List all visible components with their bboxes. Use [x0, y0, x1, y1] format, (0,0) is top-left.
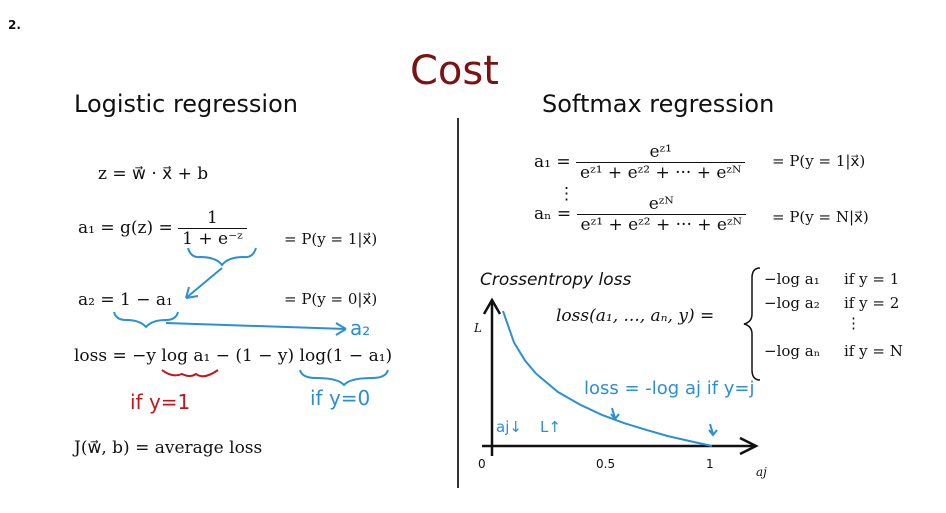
a2-equation: a₂ = 1 − a₁	[78, 290, 173, 310]
case-vdots: ⋮	[846, 314, 861, 332]
a1-logistic-fraction: 1 1 + e⁻ᶻ	[178, 208, 247, 249]
a1-softmax-numerator: eᶻ¹	[576, 142, 746, 163]
case-N-cond: if y = N	[844, 342, 903, 360]
a1-logistic-numerator: 1	[178, 208, 247, 229]
a1-softmax-fraction: eᶻ¹ eᶻ¹ + eᶻ² + ··· + eᶻᴺ	[576, 142, 746, 183]
note-aj-down: aj↓	[496, 418, 522, 436]
note-L-up: L↑	[540, 418, 561, 436]
x-axis-arrowhead	[739, 436, 759, 456]
a1-softmax-lhs: a₁ =	[534, 152, 571, 172]
a1-logistic-denominator: 1 + e⁻ᶻ	[182, 229, 243, 249]
a1-logistic-lhs: a₁ = g(z) =	[78, 218, 173, 238]
note-if-y1: if y=1	[130, 390, 191, 414]
arrow-a2-right	[165, 322, 347, 330]
case-1-cond: if y = 1	[844, 270, 900, 288]
loss-equation: loss = −y log a₁ − (1 − y) log(1 − a₁)	[74, 346, 393, 366]
left-annotations	[113, 247, 389, 387]
slide: Cost Logistic regression z = w⃗ · x⃗ + b…	[38, 40, 920, 490]
x-tick-label-0: 0	[478, 457, 486, 471]
aN-softmax-equation: aₙ = eᶻᴺ eᶻ¹ + eᶻ² + ··· + eᶻᴺ	[534, 194, 746, 235]
a1-logistic-prob: = P(y = 1|x⃗)	[284, 230, 378, 248]
x-tick-labels: 0 0.5 1	[478, 457, 714, 471]
underbrace-log-1-minus-a1	[299, 369, 389, 387]
case-2-cond: if y = 2	[844, 294, 900, 312]
loss-curve	[502, 310, 713, 447]
arrow-to-a2-head	[185, 286, 199, 299]
y-axis-label: L	[473, 321, 482, 335]
cases-brace	[743, 267, 761, 381]
left-heading: Logistic regression	[74, 90, 298, 118]
down-mark-1	[610, 407, 620, 421]
question-number: 2.	[8, 18, 21, 32]
left-brace	[743, 267, 761, 381]
aN-softmax-prob: = P(y = N|x⃗)	[772, 208, 869, 226]
loss-chart: L aj 0 0.5 1	[473, 297, 767, 479]
note-a2: a₂	[350, 316, 371, 340]
note-loss-neg-log: loss = -log aj if y=j	[584, 378, 755, 399]
y-axis-arrowhead	[482, 297, 502, 315]
a1-logistic-equation: a₁ = g(z) = 1 1 + e⁻ᶻ	[78, 208, 247, 249]
x-tick-label-1: 0.5	[596, 457, 615, 471]
softmax-vdots: ⋮	[558, 184, 575, 204]
a1-softmax-prob: = P(y = 1|x⃗)	[772, 152, 866, 170]
aN-softmax-lhs: aₙ =	[534, 204, 572, 224]
loss-function-lhs: loss(a₁, ..., aₙ, y) =	[556, 306, 715, 326]
right-annotations	[610, 407, 718, 437]
a1-softmax-equation: a₁ = eᶻ¹ eᶻ¹ + eᶻ² + ··· + eᶻᴺ	[534, 142, 746, 183]
case-2-expr: −log a₂	[764, 294, 820, 312]
cost-equation: J(w⃗, b) = average loss	[74, 438, 263, 458]
down-mark-2	[708, 423, 718, 437]
a1-softmax-denominator: eᶻ¹ + eᶻ² + ··· + eᶻᴺ	[580, 163, 742, 183]
aN-softmax-fraction: eᶻᴺ eᶻ¹ + eᶻ² + ··· + eᶻᴺ	[576, 194, 746, 235]
x-tick-label-2: 1	[706, 457, 714, 471]
case-N-expr: −log aₙ	[764, 342, 821, 360]
aN-softmax-numerator: eᶻᴺ	[576, 194, 746, 215]
right-heading: Softmax regression	[542, 90, 775, 118]
arrow-a2-right-head	[335, 322, 347, 336]
column-divider	[457, 118, 459, 488]
note-if-y0: if y=0	[310, 386, 371, 410]
a2-prob: = P(y = 0|x⃗)	[284, 290, 378, 308]
underbrace-log-a1	[161, 369, 219, 378]
slide-title: Cost	[410, 48, 499, 94]
crossentropy-label: Crossentropy loss	[480, 270, 632, 290]
underbrace-denominator	[187, 247, 257, 267]
arrow-to-a2	[185, 267, 223, 299]
z-equation: z = w⃗ · x⃗ + b	[98, 164, 209, 184]
aN-softmax-denominator: eᶻ¹ + eᶻ² + ··· + eᶻᴺ	[580, 215, 742, 235]
x-axis-label: aj	[756, 465, 767, 479]
case-1-expr: −log a₁	[764, 270, 820, 288]
underbrace-a2	[113, 311, 179, 329]
